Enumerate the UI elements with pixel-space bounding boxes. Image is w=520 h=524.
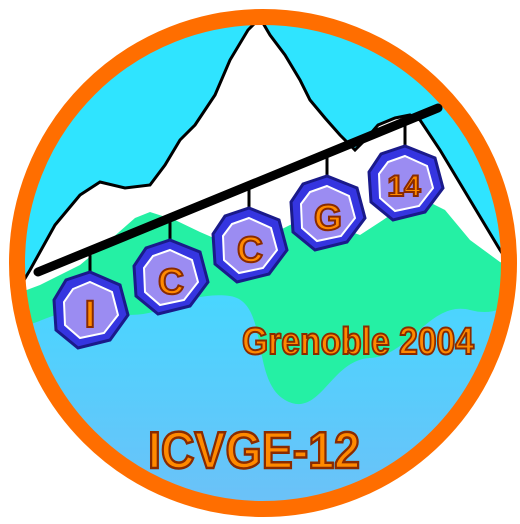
- gondola-letter-3: C: [237, 229, 263, 270]
- gondola-1: I: [52, 270, 130, 350]
- cable: [33, 103, 443, 277]
- subtitle: Grenoble 2004: [242, 321, 474, 363]
- gondola-2: C: [132, 238, 210, 316]
- footer-title: ICVGE-12: [148, 422, 360, 480]
- gondola-4: G: [289, 174, 367, 252]
- gondola-5: 14: [367, 144, 445, 222]
- gondola-letter-1: I: [85, 294, 96, 336]
- logo-ring: [9, 9, 517, 517]
- gondola-letter-2: C: [158, 261, 184, 302]
- gondola-3: C: [211, 206, 289, 284]
- gondola-letter-4: G: [314, 197, 342, 238]
- cable-car-icon: I C C G 14: [52, 144, 445, 350]
- gondola-letter-5: 14: [387, 170, 421, 203]
